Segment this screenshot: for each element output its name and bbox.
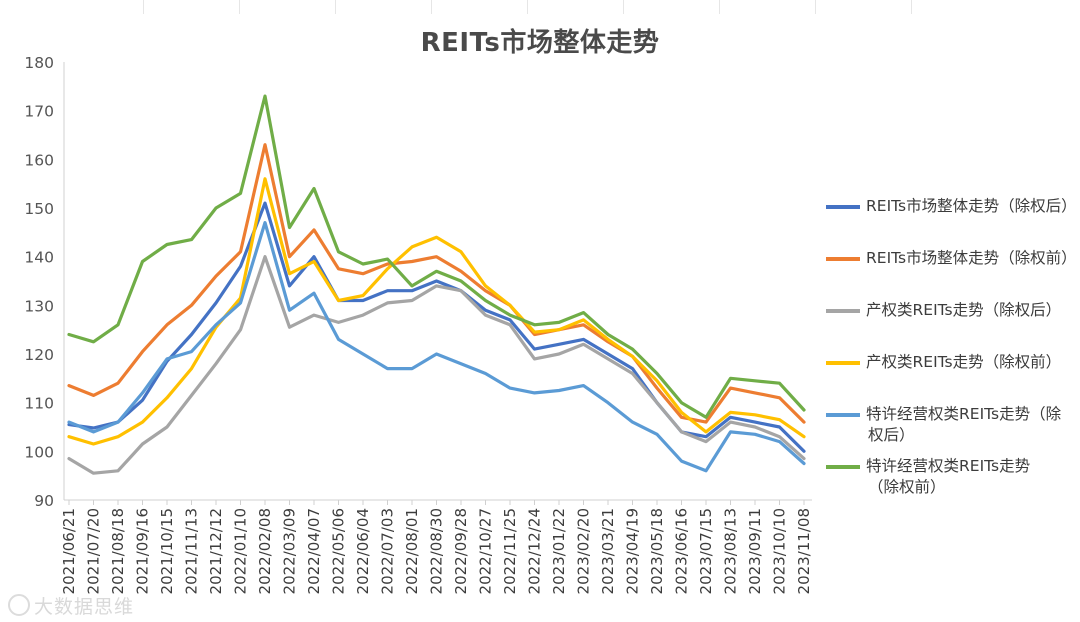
y-tick-label: 180 bbox=[24, 54, 54, 72]
series-line-1 bbox=[67, 201, 806, 453]
y-tick-label: 130 bbox=[24, 297, 54, 315]
legend-item: 特许经营权类REITs走势（除 权后） bbox=[826, 404, 1076, 456]
x-tick-label: 2021/06/21 bbox=[60, 508, 78, 594]
legend-swatch bbox=[826, 257, 860, 261]
legend-label: （除权前） bbox=[868, 478, 946, 496]
x-tick-label: 2022/08/30 bbox=[428, 508, 446, 594]
x-tick-label: 2022/08/01 bbox=[403, 508, 421, 594]
y-tick-label: 140 bbox=[24, 249, 54, 267]
x-tick-label: 2021/12/12 bbox=[207, 508, 225, 594]
x-tick-label: 2022/01/10 bbox=[232, 508, 250, 594]
x-tick-label: 2023/07/15 bbox=[697, 508, 715, 594]
x-tick-label: 2021/08/18 bbox=[109, 508, 127, 594]
y-tick-label: 170 bbox=[24, 103, 54, 121]
x-tick-label: 2022/11/25 bbox=[501, 508, 519, 594]
weibo-logo-icon bbox=[8, 594, 30, 616]
legend-item: REITs市场整体走势（除权前） bbox=[826, 248, 1077, 300]
series-line-5 bbox=[67, 221, 806, 473]
y-tick-label: 100 bbox=[24, 443, 54, 461]
legend-label: REITs市场整体走势（除权后） bbox=[866, 197, 1077, 215]
x-tick-label: 2023/01/22 bbox=[550, 508, 568, 594]
x-tick-label: 2022/12/24 bbox=[526, 508, 544, 594]
x-tick-label: 2023/05/18 bbox=[648, 508, 666, 594]
x-tick-label: 2023/04/19 bbox=[624, 508, 642, 594]
legend-swatch bbox=[826, 309, 860, 313]
legend: REITs市场整体走势（除权后） REITs市场整体走势（除权前） 产权类REITs… bbox=[826, 196, 1077, 508]
legend-label: 特许经营权类REITs走势（除 bbox=[866, 405, 1062, 423]
chart-title: REITs市场整体走势 bbox=[420, 28, 660, 58]
legend-label: REITs市场整体走势（除权前） bbox=[866, 249, 1077, 267]
series-line-6 bbox=[67, 94, 806, 419]
legend-label: 权后） bbox=[868, 426, 915, 444]
y-tick-label: 90 bbox=[34, 492, 54, 510]
series-line-2 bbox=[67, 143, 806, 424]
x-tick-label: 2023/10/10 bbox=[771, 508, 789, 594]
x-tick-label: 2021/09/16 bbox=[134, 508, 152, 594]
y-tick-label: 160 bbox=[24, 151, 54, 169]
x-tick-label: 2022/06/04 bbox=[354, 508, 372, 594]
x-tick-label: 2021/10/15 bbox=[158, 508, 176, 594]
legend-item: 特许经营权类REITs走势 （除权前） bbox=[826, 456, 1076, 508]
x-tick-label: 2021/07/20 bbox=[85, 508, 103, 594]
legend-swatch bbox=[826, 361, 860, 365]
legend-swatch bbox=[826, 205, 860, 209]
x-tick-label: 2023/09/11 bbox=[746, 508, 764, 594]
series-line-3 bbox=[67, 255, 806, 475]
x-tick-label: 2022/09/28 bbox=[452, 508, 470, 594]
legend-label: 特许经营权类REITs走势 bbox=[866, 457, 1031, 475]
x-tick-label: 2023/08/13 bbox=[722, 508, 740, 594]
legend-item: REITs市场整体走势（除权后） bbox=[826, 196, 1077, 248]
x-tick-label: 2023/11/08 bbox=[795, 508, 813, 594]
x-tick-label: 2023/02/20 bbox=[575, 508, 593, 594]
x-tick-label: 2022/03/09 bbox=[281, 508, 299, 594]
legend-item: 产权类REITs走势（除权后） bbox=[826, 300, 1076, 352]
legend-label: 产权类REITs走势（除权前） bbox=[866, 353, 1062, 371]
x-tick-label: 2022/07/03 bbox=[379, 508, 397, 594]
x-tick-label: 2022/02/08 bbox=[256, 508, 274, 594]
x-tick-label: 2022/10/27 bbox=[477, 508, 495, 594]
y-tick-label: 110 bbox=[24, 395, 54, 413]
series-line-4 bbox=[67, 177, 806, 446]
legend-item: 产权类REITs走势（除权前） bbox=[826, 352, 1076, 404]
watermark: 大数据思维 bbox=[8, 592, 134, 619]
y-tick-label: 150 bbox=[24, 200, 54, 218]
x-tick-label: 2023/06/16 bbox=[673, 508, 691, 594]
legend-swatch bbox=[826, 465, 860, 469]
watermark-text: 大数据思维 bbox=[34, 596, 135, 618]
legend-label: 产权类REITs走势（除权后） bbox=[866, 301, 1062, 319]
x-tick-label: 2022/05/06 bbox=[330, 508, 348, 594]
top-gridlines bbox=[0, 0, 1080, 14]
x-tick-label: 2021/11/13 bbox=[183, 508, 201, 594]
x-tick-label: 2023/03/21 bbox=[599, 508, 617, 594]
y-tick-label: 120 bbox=[24, 346, 54, 364]
x-tick-label: 2022/04/07 bbox=[305, 508, 323, 594]
legend-swatch bbox=[826, 413, 860, 417]
